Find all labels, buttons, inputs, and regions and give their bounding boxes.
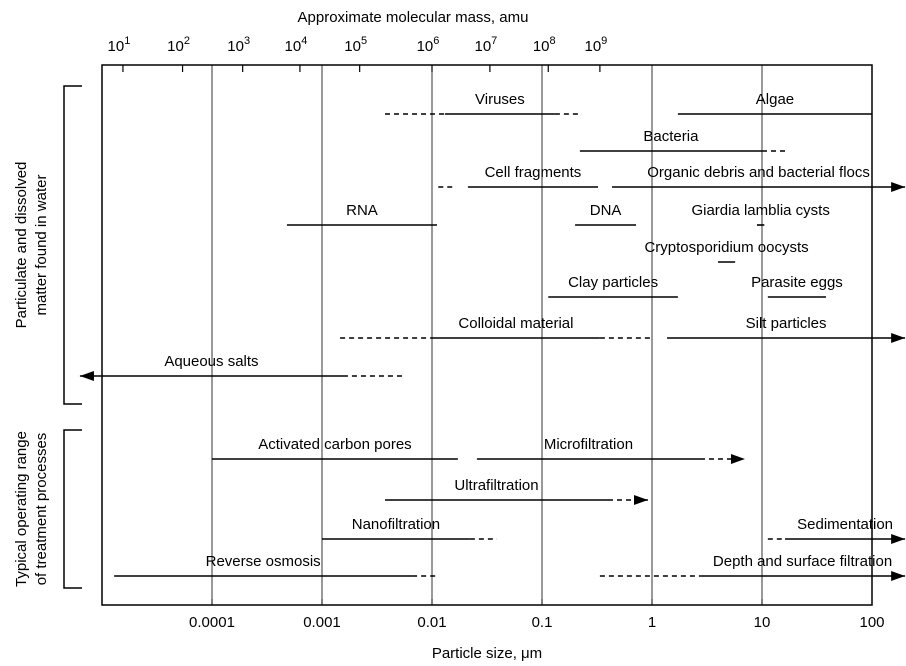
range-label: Algae bbox=[756, 91, 794, 108]
plot-frame bbox=[101, 64, 873, 606]
arrowhead bbox=[730, 454, 745, 464]
mass-tick-label: 106 bbox=[417, 35, 440, 55]
mass-tick-exponent: 1 bbox=[124, 35, 130, 47]
mass-tick-exponent: 8 bbox=[550, 35, 556, 47]
mass-tick-exponent: 7 bbox=[491, 35, 497, 47]
range-label: Depth and surface filtration bbox=[713, 553, 892, 570]
arrowhead bbox=[891, 182, 906, 192]
mass-tick-label: 108 bbox=[533, 35, 556, 55]
range-label: Silt particles bbox=[746, 315, 827, 332]
mass-tick-label: 109 bbox=[584, 35, 607, 55]
range-label: Sedimentation bbox=[797, 516, 893, 533]
mass-tick-base: 10 bbox=[417, 38, 434, 55]
mass-tick-base: 10 bbox=[584, 38, 601, 55]
range-label: DNA bbox=[590, 202, 622, 219]
x-tick-label: 0.001 bbox=[303, 614, 341, 631]
top-axis-label: Approximate molecular mass, amu bbox=[298, 9, 529, 26]
mass-tick-exponent: 4 bbox=[301, 35, 307, 47]
mass-tick-label: 102 bbox=[167, 35, 190, 55]
x-tick-label: 0.0001 bbox=[189, 614, 235, 631]
mass-tick-exponent: 5 bbox=[361, 35, 367, 47]
range-label: Parasite eggs bbox=[751, 274, 843, 291]
mass-tick-exponent: 6 bbox=[433, 35, 439, 47]
group-label: Typical operating range bbox=[13, 431, 30, 587]
range-label: Viruses bbox=[475, 91, 525, 108]
arrowhead bbox=[891, 571, 906, 581]
range-label: Organic debris and bacterial flocs bbox=[647, 164, 870, 181]
mass-tick-base: 10 bbox=[344, 38, 361, 55]
range-label: Aqueous salts bbox=[164, 353, 258, 370]
mass-tick-label: 103 bbox=[227, 35, 250, 55]
group-label: of treatment processes bbox=[33, 433, 50, 586]
group-label: matter found in water bbox=[33, 175, 50, 316]
range-label: Microfiltration bbox=[544, 436, 633, 453]
arrowhead bbox=[634, 495, 649, 505]
x-axis-label: Particle size, μm bbox=[432, 645, 542, 662]
x-tick-label: 10 bbox=[754, 614, 771, 631]
range-label: Activated carbon pores bbox=[258, 436, 411, 453]
mass-tick-label: 107 bbox=[474, 35, 497, 55]
mass-tick-base: 10 bbox=[285, 38, 302, 55]
range-label: Reverse osmosis bbox=[206, 553, 321, 570]
mass-tick-base: 10 bbox=[533, 38, 550, 55]
mass-tick-exponent: 9 bbox=[601, 35, 607, 47]
range-label: Nanofiltration bbox=[352, 516, 440, 533]
range-label: Clay particles bbox=[568, 274, 658, 291]
mass-tick-base: 10 bbox=[108, 38, 125, 55]
mass-tick-label: 101 bbox=[108, 35, 131, 55]
range-label: Bacteria bbox=[643, 128, 699, 145]
mass-tick-exponent: 3 bbox=[244, 35, 250, 47]
group-bracket bbox=[63, 85, 82, 405]
mass-tick-exponent: 2 bbox=[184, 35, 190, 47]
arrowhead bbox=[891, 534, 906, 544]
x-tick-label: 0.01 bbox=[417, 614, 446, 631]
mass-tick-base: 10 bbox=[227, 38, 244, 55]
arrowhead bbox=[891, 333, 906, 343]
x-tick-label: 100 bbox=[859, 614, 884, 631]
x-tick-label: 0.1 bbox=[532, 614, 553, 631]
arrowhead bbox=[79, 371, 94, 381]
mass-tick-base: 10 bbox=[474, 38, 491, 55]
group-label: Particulate and dissolved bbox=[13, 162, 30, 329]
range-label: Cryptosporidium oocysts bbox=[644, 239, 808, 256]
mass-tick-base: 10 bbox=[167, 38, 184, 55]
range-label: Cell fragments bbox=[485, 164, 582, 181]
range-label: RNA bbox=[346, 202, 378, 219]
x-tick-label: 1 bbox=[648, 614, 656, 631]
range-label: Giardia lamblia cysts bbox=[691, 202, 829, 219]
mass-tick-label: 105 bbox=[344, 35, 367, 55]
range-label: Ultrafiltration bbox=[454, 477, 538, 494]
range-label: Colloidal material bbox=[458, 315, 573, 332]
mass-tick-label: 104 bbox=[285, 35, 308, 55]
group-bracket bbox=[63, 429, 82, 589]
